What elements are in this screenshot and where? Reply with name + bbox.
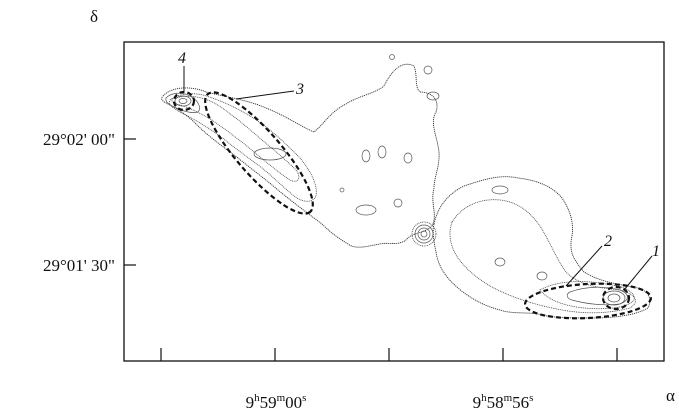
island-12 bbox=[494, 257, 506, 267]
annotation-3: 3 bbox=[295, 81, 304, 98]
hotspot-east-core bbox=[174, 95, 192, 107]
x-tick-label-1: 9h59m00s bbox=[246, 392, 307, 412]
island-5 bbox=[393, 198, 403, 208]
inner-contour-east-3 bbox=[165, 92, 200, 113]
core-contour-1 bbox=[411, 221, 437, 247]
island-7 bbox=[423, 65, 433, 75]
island-4 bbox=[355, 204, 377, 216]
hotspot-west-core bbox=[602, 290, 626, 306]
y-tick-label-2: 29°01' 30" bbox=[43, 256, 115, 275]
annotation-4: 4 bbox=[178, 50, 186, 67]
region-markers bbox=[172, 90, 653, 320]
plot-frame bbox=[123, 41, 665, 362]
pointer-3 bbox=[235, 90, 295, 100]
y-axis: 29°02' 00" 29°01' 30" bbox=[43, 130, 136, 275]
outer-contour-west bbox=[432, 176, 651, 319]
region-1-circle bbox=[601, 285, 631, 311]
annotation-2: 2 bbox=[604, 233, 612, 250]
y-tick-label-1: 29°02' 00" bbox=[43, 130, 115, 149]
x-tick-label-2: 9h58m56s bbox=[473, 392, 534, 412]
annotation-pointers bbox=[183, 66, 653, 291]
island-1 bbox=[361, 149, 371, 163]
inner-contour-west-3 bbox=[566, 286, 628, 306]
region-2-ellipse bbox=[523, 282, 653, 320]
hotspot-east-core-inner bbox=[178, 98, 188, 104]
island-8 bbox=[426, 91, 440, 101]
core-contour-4 bbox=[420, 230, 428, 238]
y-axis-label: δ bbox=[90, 7, 98, 26]
hotspot-west-core-inner bbox=[607, 293, 621, 303]
inner-contour-west-1 bbox=[449, 199, 636, 314]
contour-layer bbox=[161, 54, 651, 319]
region-3-ellipse bbox=[204, 91, 314, 215]
pointer-2 bbox=[565, 245, 603, 287]
x-axis: 9h59m00s 9h58m56s bbox=[160, 348, 618, 412]
core-contour-2 bbox=[414, 224, 434, 244]
x-axis-label: α bbox=[666, 386, 675, 405]
inner-contour-west-2 bbox=[539, 281, 635, 310]
island-2 bbox=[377, 145, 387, 159]
pointer-1 bbox=[623, 255, 653, 291]
island-9 bbox=[389, 54, 395, 60]
island-6 bbox=[253, 147, 287, 161]
outer-contour-east bbox=[161, 63, 440, 248]
inner-contour-east-1 bbox=[169, 93, 317, 202]
core-contour-3 bbox=[417, 227, 431, 241]
island-13 bbox=[536, 271, 548, 281]
island-11 bbox=[491, 185, 509, 195]
annotation-1: 1 bbox=[652, 243, 660, 260]
island-3 bbox=[403, 152, 413, 164]
island-10 bbox=[339, 187, 345, 193]
